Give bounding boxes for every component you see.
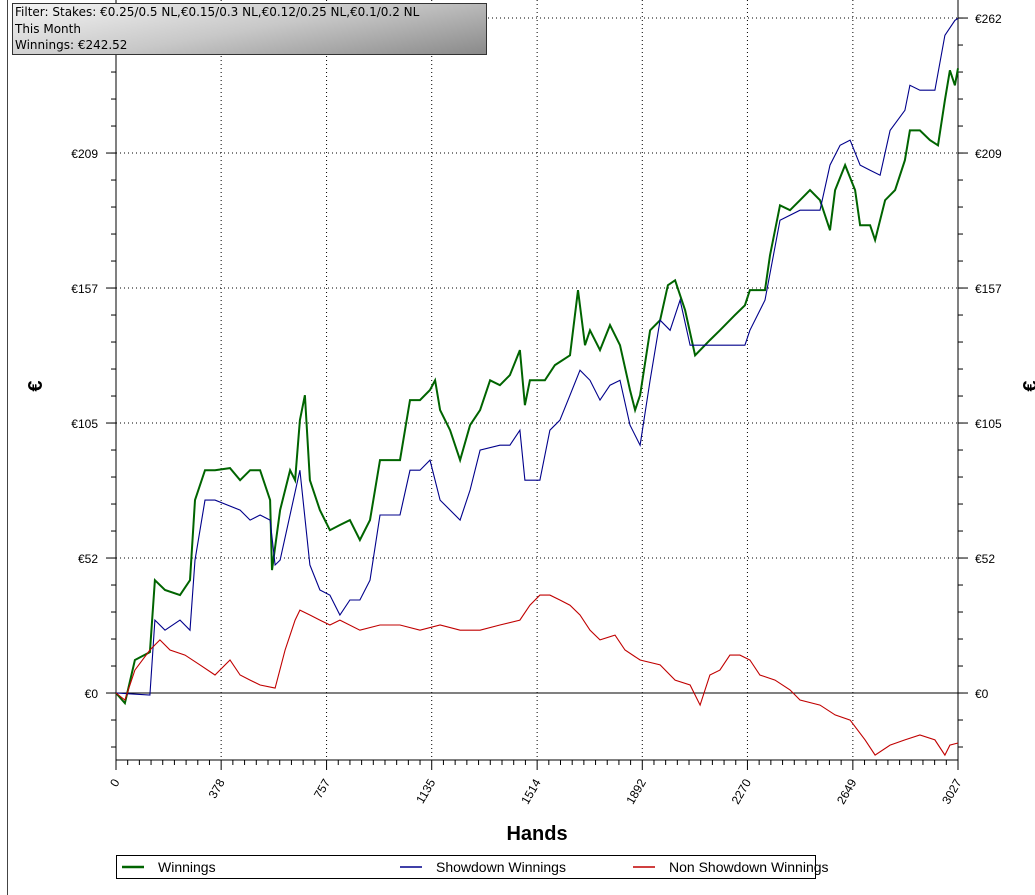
- total-winnings-text: Winnings: €242.52: [15, 38, 128, 52]
- series-line-winnings: [115, 68, 959, 706]
- y-axis-title-left: €: [25, 380, 47, 391]
- x-tick-label: 2649: [834, 776, 860, 806]
- y-tick-label-right: €157: [975, 282, 1002, 296]
- y-tick-label-left: €157: [71, 282, 98, 296]
- y-tick-label-right: €0: [975, 687, 989, 701]
- legend-label: Winnings: [158, 859, 216, 875]
- x-tick-label: 3027: [939, 776, 965, 806]
- y-tick-label-right: €262: [975, 12, 1002, 26]
- legend-label: Showdown Winnings: [436, 859, 566, 875]
- x-tick-label: 2270: [729, 776, 755, 806]
- filter-stakes-text: Filter: Stakes: €0.25/0.5 NL,€0.15/0.3 N…: [15, 5, 420, 19]
- filter-period-text: This Month: [15, 21, 81, 36]
- x-tick-label: 757: [311, 776, 333, 801]
- x-tick-label: 0: [107, 776, 123, 789]
- y-tick-label-left: €209: [71, 147, 98, 161]
- window-frame: [0, 0, 8, 895]
- x-tick-label: 378: [206, 776, 228, 801]
- y-tick-label-left: €52: [78, 552, 98, 566]
- x-tick-label: 1892: [623, 776, 649, 806]
- y-tick-label-right: €209: [975, 147, 1002, 161]
- y-tick-label-right: €52: [975, 552, 995, 566]
- y-tick-label-left: €0: [85, 687, 99, 701]
- x-tick-label: 1135: [413, 776, 438, 806]
- filter-info-box: Filter: Stakes: €0.25/0.5 NL,€0.15/0.3 N…: [12, 3, 487, 55]
- x-tick-label: 1514: [518, 776, 544, 806]
- series-line-non-showdown-winnings: [115, 594, 959, 757]
- series-line-showdown-winnings: [115, 17, 959, 696]
- y-axis-title-right: €: [1020, 380, 1035, 391]
- y-tick-label-right: €105: [975, 417, 1002, 431]
- x-axis-title: Hands: [506, 823, 567, 845]
- y-tick-label-left: €105: [71, 417, 98, 431]
- legend-label: Non Showdown Winnings: [669, 859, 829, 875]
- legend-box: [116, 855, 816, 879]
